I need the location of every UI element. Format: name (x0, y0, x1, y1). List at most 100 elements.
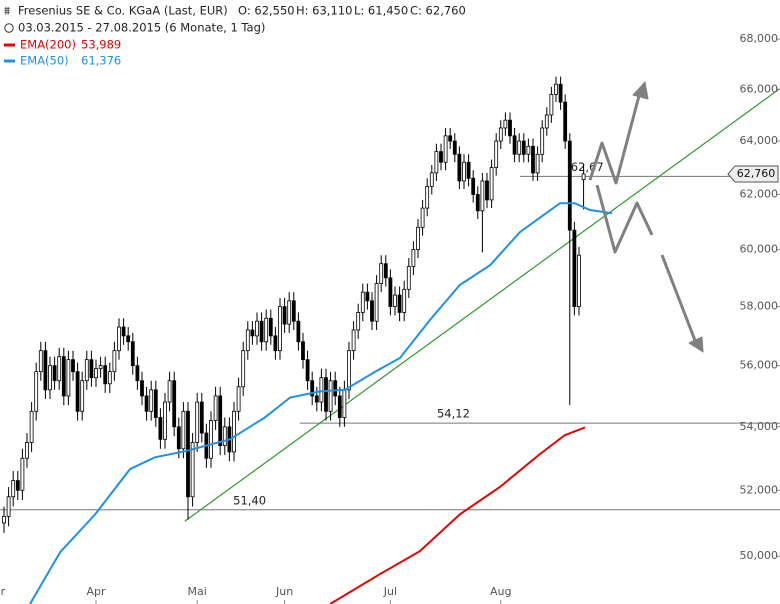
level-label: 54,12 (437, 407, 470, 421)
candle-body (406, 266, 411, 290)
candle-body (388, 277, 393, 308)
candle-body (549, 94, 554, 116)
candle-body (89, 359, 94, 379)
ohlc-low: L: 61,450 (354, 4, 408, 18)
candle-body (393, 294, 397, 308)
y-tick-label: 54,000 (740, 420, 779, 433)
candle-body (241, 350, 246, 388)
candle-body (144, 395, 149, 412)
candle-body (126, 335, 131, 343)
candle-body (34, 371, 39, 412)
chart-icon: ⩩ (4, 4, 11, 18)
candle-body (176, 426, 181, 450)
y-tick-label: 56,000 (740, 359, 779, 372)
ema-line (29, 202, 613, 604)
candle-body (264, 317, 269, 343)
candle-body (370, 300, 374, 322)
candle-body (443, 135, 448, 163)
arrow-head (688, 336, 704, 353)
candle-body (379, 263, 384, 284)
candle-body (103, 365, 108, 385)
candle-body (117, 326, 121, 352)
candle-body (517, 140, 522, 155)
candle-body (209, 420, 213, 459)
candle-body (98, 365, 103, 370)
candle-body (255, 320, 259, 337)
x-tick-label: Jul (383, 585, 397, 598)
candle-body (94, 368, 98, 379)
candle-body (305, 359, 310, 382)
y-tick-label: 68,000 (740, 32, 779, 45)
candle-body (333, 380, 338, 397)
candle-body (420, 207, 425, 228)
candle-body (218, 395, 223, 446)
x-tick-label: Mar (0, 585, 6, 598)
ohlc-open: O: 62,550 (238, 4, 295, 18)
price-marker-label: 62,760 (737, 167, 776, 180)
candle-body (374, 283, 379, 322)
candle-body (6, 496, 11, 517)
x-tick-label: Aug (490, 585, 511, 598)
candle-body (167, 380, 172, 403)
candle-body (567, 140, 572, 231)
candle-body (71, 359, 75, 373)
candle-body (75, 371, 80, 412)
projection-arrows (588, 81, 704, 353)
candle-body (577, 254, 581, 308)
candle-body (485, 180, 489, 201)
candle-body (273, 335, 278, 352)
candle-body (535, 153, 540, 174)
candle-body (186, 410, 190, 498)
header: ⩩ Fresenius SE & Co. KGaA (Last, EUR) O:… (4, 4, 466, 68)
candle-body (310, 380, 315, 397)
ohlc-close: C: 62,760 (410, 4, 466, 18)
candle-body (512, 135, 517, 155)
y-tick-label: 64,000 (740, 134, 779, 147)
candle-body (365, 291, 370, 302)
candle-body (107, 371, 112, 385)
candle-body (347, 350, 351, 391)
candle-body (581, 173, 586, 181)
candle-body (416, 226, 420, 251)
legend-value: 61,376 (81, 54, 121, 68)
candle-body (195, 401, 200, 443)
y-tick-label: 62,000 (740, 187, 779, 200)
candle-body (471, 177, 476, 195)
legend-name: EMA(50) (20, 54, 69, 68)
trendline (184, 88, 780, 522)
candle-body (232, 410, 236, 453)
candle-body (324, 377, 328, 412)
candle-body (351, 329, 356, 352)
candle-body (296, 320, 301, 343)
candle-body (245, 329, 250, 352)
candle-body (425, 185, 430, 209)
clock-icon (4, 23, 14, 33)
plot-area: 51,40 54,12 62,67 50,000 52,000 54,000 56,000 5… (0, 32, 780, 604)
candle-body (278, 306, 282, 352)
candle-body (57, 356, 62, 382)
candle-body (149, 389, 154, 412)
candle-body (213, 395, 218, 421)
candle-body (25, 442, 29, 459)
candle-body (52, 365, 57, 382)
candle-body (397, 294, 402, 313)
candle-body (356, 312, 361, 331)
candle-body (268, 317, 273, 337)
candle-body (558, 83, 563, 103)
candle-body (526, 145, 531, 155)
candle-body (236, 386, 241, 412)
candle-body (181, 410, 186, 450)
candle-body (489, 167, 494, 201)
legend-name: EMA(200) (20, 38, 76, 52)
candle-body (282, 306, 287, 325)
candle-body (163, 401, 167, 440)
candle-body (301, 341, 305, 361)
candle-body (190, 442, 195, 498)
candle-body (319, 377, 324, 403)
candle-body (15, 480, 20, 491)
candle-body (360, 291, 365, 313)
candle-body (222, 426, 227, 446)
candle-body (572, 229, 577, 308)
candle-body (498, 127, 503, 142)
